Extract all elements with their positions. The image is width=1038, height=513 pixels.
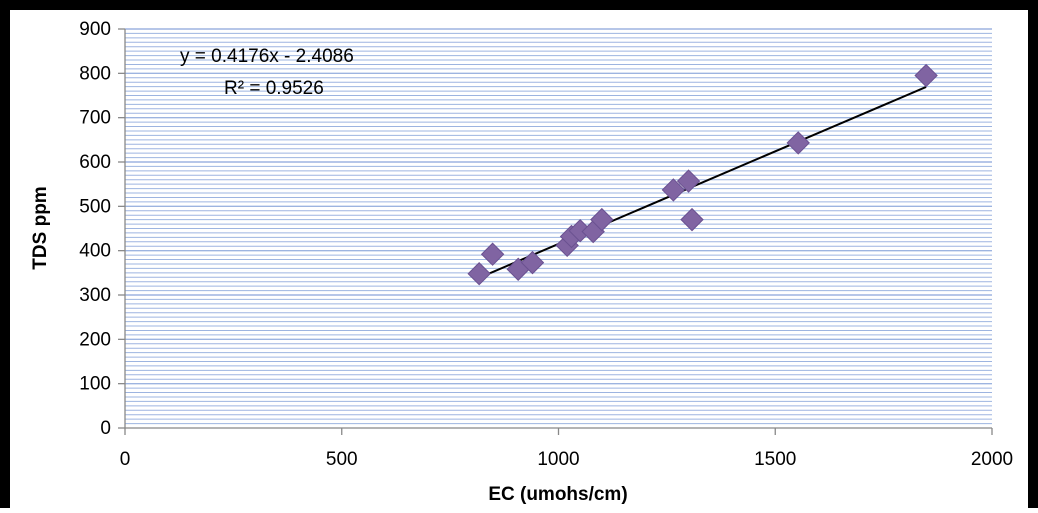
- y-tick-label: 800: [79, 63, 111, 84]
- y-tick-label: 500: [79, 196, 111, 217]
- x-tick-label: 0: [120, 449, 131, 470]
- y-tick-label: 700: [79, 108, 111, 129]
- data-points: [467, 63, 938, 286]
- data-point: [914, 63, 938, 88]
- data-point: [680, 207, 704, 232]
- gridlines: [125, 28, 992, 425]
- x-tick-label: 1000: [537, 449, 579, 470]
- y-tick-label: 300: [79, 285, 111, 306]
- y-tick-label: 100: [79, 374, 111, 395]
- data-point: [786, 131, 810, 155]
- y-tick-label: 900: [79, 19, 111, 40]
- y-tick-label: 400: [79, 241, 111, 262]
- x-tick-label: 1500: [754, 449, 796, 470]
- trendline-r-squared: R² = 0.9526: [224, 78, 324, 99]
- data-point: [661, 178, 686, 202]
- data-point: [467, 262, 491, 286]
- trendline-group: [478, 86, 927, 279]
- frame-top-border: [0, 0, 1038, 10]
- y-axis-title: TDS ppm: [30, 186, 51, 269]
- data-point: [676, 169, 701, 193]
- x-tick-label: 2000: [971, 449, 1013, 470]
- x-tick-label: 500: [326, 449, 358, 470]
- axes: 0 100 200 300 400 500 600 700 800 900 0 500 1000 1500…: [79, 19, 1013, 470]
- frame-right-border: [1028, 0, 1038, 508]
- y-tick-label: 200: [79, 329, 111, 350]
- trendline-equation: y = 0.4176x - 2.4086: [180, 46, 354, 67]
- trendline: [478, 86, 927, 279]
- y-tick-label: 600: [79, 152, 111, 173]
- data-point: [590, 207, 614, 232]
- y-tick-label: 0: [100, 418, 111, 439]
- frame-left-border: [0, 0, 10, 508]
- data-point: [480, 242, 505, 266]
- x-axis-title: EC (umohs/cm): [488, 484, 627, 505]
- data-point: [520, 250, 545, 275]
